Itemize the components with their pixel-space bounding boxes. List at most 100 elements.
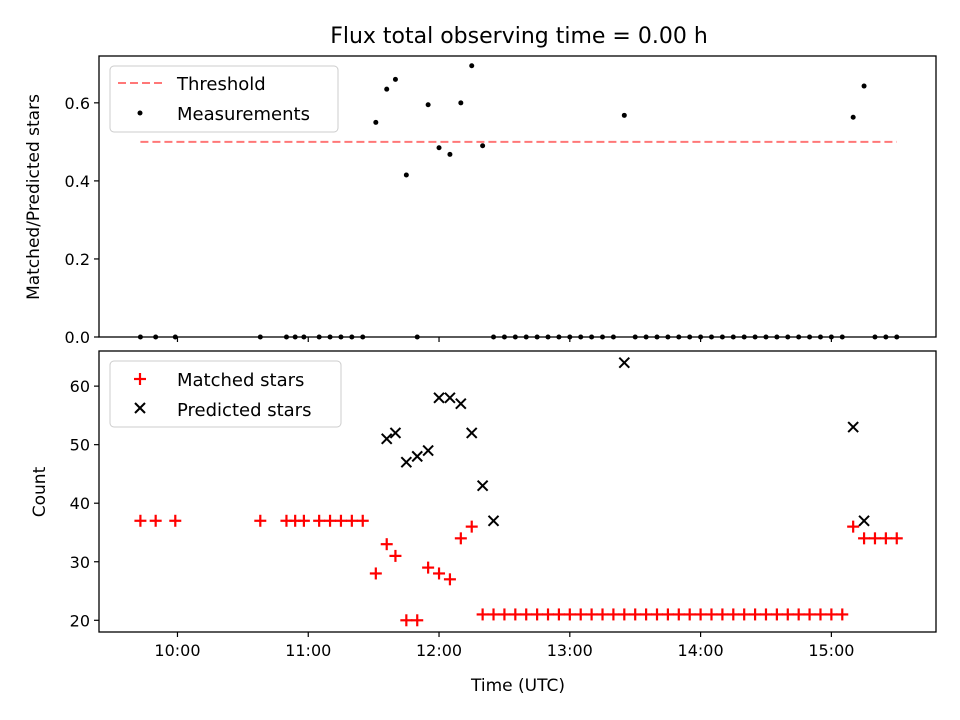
matched-star-point: [169, 514, 182, 527]
bottom-x-tick-label: 15:00: [808, 641, 854, 660]
matched-star-point: [400, 614, 413, 627]
matched-star-point: [297, 514, 310, 527]
bottom-panel: 10:00 11:00 12:00 13:00 14:00 15:00 20 30 40 50 60…: [30, 350, 937, 696]
matched-star-point: [727, 608, 740, 621]
matched-star-point: [531, 608, 544, 621]
matched-star-point: [380, 538, 393, 551]
matched-star-point: [345, 514, 358, 527]
bottom-y-tick-label: 60: [70, 377, 90, 396]
matched-star-point: [596, 608, 609, 621]
matched-star-point: [618, 608, 631, 621]
chart-title: Flux total observing time = 0.00 h: [330, 24, 708, 49]
top-y-tick-label: 0.6: [65, 94, 90, 113]
matched-star-point: [683, 608, 696, 621]
matched-star-point: [476, 608, 489, 621]
bottom-x-tick-label: 10:00: [154, 641, 200, 660]
matched-star-point: [640, 608, 653, 621]
predicted-star-point: [858, 515, 870, 527]
bottom-y-tick-label: 20: [70, 611, 90, 630]
matched-star-point: [792, 608, 805, 621]
matched-star-point: [574, 608, 587, 621]
matched-star-point: [825, 608, 838, 621]
matched-star-point: [858, 532, 871, 545]
measurement-point: [403, 172, 409, 178]
matched-star-point: [356, 514, 369, 527]
matched-star-point: [890, 532, 903, 545]
matched-star-point: [879, 532, 892, 545]
legend-predicted-label: Predicted stars: [177, 400, 311, 421]
matched-star-point: [369, 567, 382, 580]
measurement-point: [469, 63, 475, 69]
predicted-star-point: [466, 427, 478, 439]
matched-star-point: [781, 608, 794, 621]
matched-star-point: [716, 608, 729, 621]
matched-star-point: [770, 608, 783, 621]
predicted-star-point: [433, 392, 445, 404]
top-y-tick-label: 0.4: [65, 172, 90, 191]
matched-star-point: [411, 614, 424, 627]
matched-star-point: [552, 608, 565, 621]
measurement-point: [425, 102, 431, 108]
bottom-y-axis-label: Count: [30, 466, 50, 517]
matched-star-point: [661, 608, 674, 621]
measurement-point: [850, 114, 856, 120]
matched-star-point: [672, 608, 685, 621]
matched-star-point: [814, 608, 827, 621]
matched-star-point: [149, 514, 162, 527]
bottom-legend-box: [109, 360, 342, 428]
predicted-star-point: [487, 515, 500, 527]
matched-star-point: [433, 567, 446, 580]
matched-star-point: [324, 514, 337, 527]
matched-star-point: [836, 608, 849, 621]
bottom-x-tick-label: 13:00: [547, 641, 593, 660]
bottom-data-marks: [134, 357, 903, 627]
measurement-point: [384, 86, 390, 92]
matched-star-point: [454, 532, 467, 545]
predicted-star-point: [455, 397, 467, 410]
bottom-axes-ticks: 10:00 11:00 12:00 13:00 14:00 15:00 20 30 40 50 60: [70, 377, 855, 660]
bottom-legend: Matched stars Predicted stars: [109, 360, 342, 428]
matched-star-point: [254, 514, 267, 527]
matched-star-point: [134, 514, 147, 527]
measurement-point: [436, 145, 442, 151]
matched-star-point: [313, 514, 326, 527]
bottom-y-tick-label: 30: [70, 553, 90, 572]
top-y-axis-label: Matched/Predicted stars: [24, 94, 44, 300]
measurement-point: [621, 112, 627, 118]
predicted-star-point: [444, 392, 456, 404]
legend-threshold-label: Threshold: [176, 74, 266, 95]
legend-matched-swatch: [134, 373, 146, 385]
bottom-axes-frame: [98, 350, 937, 633]
predicted-star-point: [400, 456, 413, 468]
measurement-point: [373, 119, 379, 125]
x-axis-label: Time (UTC): [470, 676, 565, 696]
predicted-star-point: [618, 357, 631, 369]
legend-measurements-swatch: [137, 110, 143, 116]
bottom-x-tick-label: 14:00: [678, 641, 724, 660]
top-y-tick-label: 0.2: [65, 250, 90, 269]
measurement-point: [861, 83, 867, 89]
bottom-y-tick-label: 50: [70, 436, 90, 455]
matched-star-point: [705, 608, 718, 621]
matched-star-point: [389, 549, 402, 562]
bottom-x-tick-label: 11:00: [285, 641, 331, 660]
matched-star-point: [759, 608, 772, 621]
measurement-point: [447, 151, 453, 157]
matched-star-point: [443, 573, 456, 586]
matched-star-point: [509, 608, 522, 621]
matched-star-point: [847, 520, 860, 533]
legend-matched-label: Matched stars: [177, 370, 304, 391]
legend-predicted-swatch: [134, 402, 146, 414]
measurement-point: [458, 100, 464, 106]
top-legend-box: [109, 65, 339, 133]
top-panel: 0.0 0.2 0.4 0.6 Matched/Predicted stars Thr…: [24, 55, 937, 347]
bottom-x-tick-label: 12:00: [416, 641, 462, 660]
top-axes-frame: [98, 55, 937, 338]
matched-star-point: [585, 608, 598, 621]
top-y-tick-label: 0.0: [65, 328, 90, 347]
predicted-star-point: [411, 450, 423, 463]
top-legend: Threshold Measurements: [109, 65, 339, 133]
matched-star-point: [868, 532, 881, 545]
matched-star-point: [334, 514, 347, 527]
matched-star-point: [520, 608, 533, 621]
